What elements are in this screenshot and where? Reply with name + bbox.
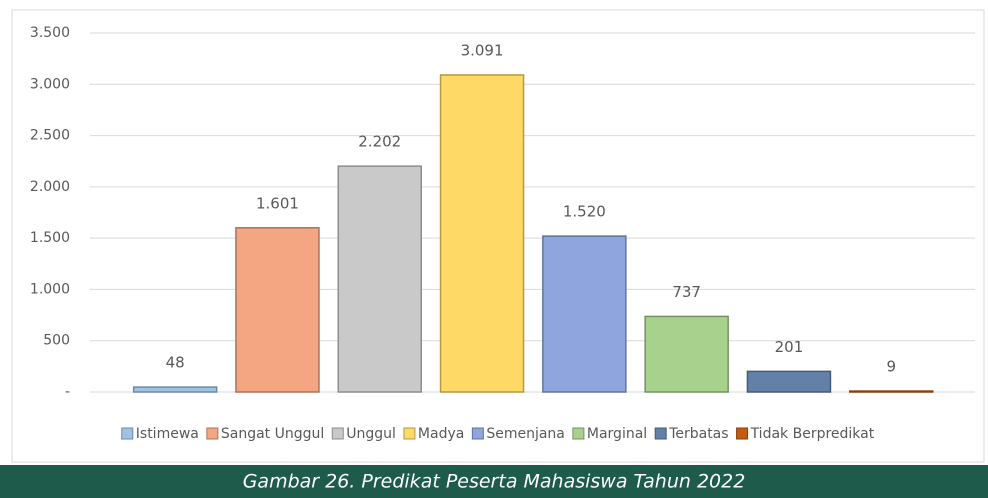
y-tick-label: 2.000 — [30, 179, 70, 195]
legend-swatch — [403, 427, 416, 440]
legend-swatch — [471, 427, 484, 440]
data-label: 3.091 — [461, 41, 504, 59]
y-tick-label: 500 — [43, 333, 70, 349]
y-tick-label: 3.000 — [30, 76, 70, 92]
legend-swatch — [572, 427, 585, 440]
bar — [132, 386, 218, 393]
y-tick-label: 1.000 — [30, 281, 70, 297]
legend-swatch — [121, 427, 134, 440]
legend-swatch — [736, 427, 749, 440]
bar — [439, 74, 525, 393]
bar — [337, 165, 422, 393]
caption: Gambar 26. Predikat Peserta Mahasiswa Ta… — [243, 471, 746, 493]
legend-swatch — [654, 427, 667, 440]
legend-swatch — [331, 427, 344, 440]
data-label: 9 — [886, 358, 896, 376]
bar — [746, 370, 832, 393]
bar — [849, 390, 934, 393]
legend-label: Madya — [418, 426, 464, 442]
legend-swatch — [206, 427, 219, 440]
data-label: 2.202 — [358, 133, 401, 151]
legend-label: Sangat Unggul — [221, 426, 324, 442]
legend-label: Marginal — [587, 426, 647, 442]
legend-label: Istimewa — [136, 426, 199, 442]
legend-label: Semenjana — [486, 426, 565, 442]
y-tick-label: 1.500 — [30, 230, 70, 246]
legend-label: Unggul — [346, 426, 396, 442]
legend-label: Tidak Berpredikat — [750, 426, 875, 442]
data-label: 201 — [775, 338, 804, 356]
data-label: 48 — [166, 354, 185, 372]
y-tick-label: - — [65, 384, 70, 400]
y-tick-label: 3.500 — [30, 25, 70, 41]
bar — [542, 235, 627, 393]
data-label: 1.601 — [256, 194, 299, 212]
y-tick-label: 2.500 — [30, 128, 70, 144]
legend: Istimewa Sangat Unggul Unggul Madya Semenjan… — [121, 426, 875, 442]
bar — [235, 227, 320, 393]
caption-bar — [0, 465, 988, 498]
data-label: 1.520 — [563, 203, 606, 221]
bar — [644, 315, 729, 393]
data-label: 737 — [672, 283, 701, 301]
legend-label: Terbatas — [668, 426, 728, 442]
